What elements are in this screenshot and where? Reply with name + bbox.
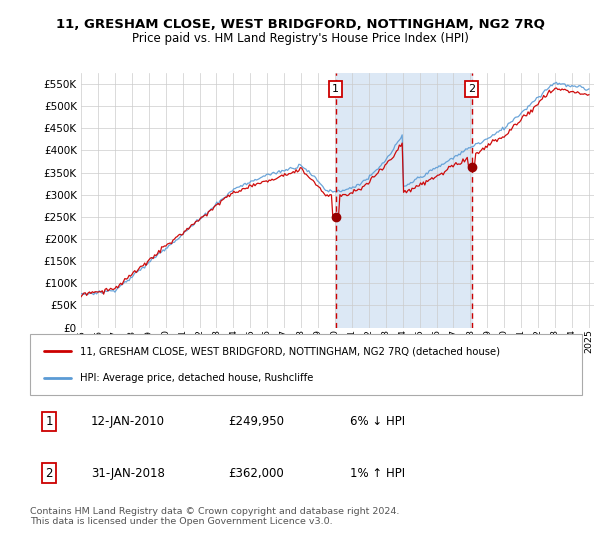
Text: Price paid vs. HM Land Registry's House Price Index (HPI): Price paid vs. HM Land Registry's House … [131,32,469,45]
Text: 12-JAN-2010: 12-JAN-2010 [91,415,165,428]
Text: £249,950: £249,950 [229,415,285,428]
Text: 11, GRESHAM CLOSE, WEST BRIDGFORD, NOTTINGHAM, NG2 7RQ: 11, GRESHAM CLOSE, WEST BRIDGFORD, NOTTI… [56,18,544,31]
Text: 31-JAN-2018: 31-JAN-2018 [91,466,164,480]
Bar [335,73,472,328]
Text: 2: 2 [46,466,53,480]
Text: 1% ↑ HPI: 1% ↑ HPI [350,466,405,480]
Text: Contains HM Land Registry data © Crown copyright and database right 2024.
This d: Contains HM Land Registry data © Crown c… [30,507,400,526]
Text: 1: 1 [332,84,339,94]
Text: 6% ↓ HPI: 6% ↓ HPI [350,415,405,428]
Text: 1: 1 [46,415,53,428]
Text: 2: 2 [468,84,475,94]
Text: HPI: Average price, detached house, Rushcliffe: HPI: Average price, detached house, Rush… [80,373,313,383]
Text: 11, GRESHAM CLOSE, WEST BRIDGFORD, NOTTINGHAM, NG2 7RQ (detached house): 11, GRESHAM CLOSE, WEST BRIDGFORD, NOTTI… [80,346,500,356]
Text: £362,000: £362,000 [229,466,284,480]
FancyBboxPatch shape [30,334,582,395]
